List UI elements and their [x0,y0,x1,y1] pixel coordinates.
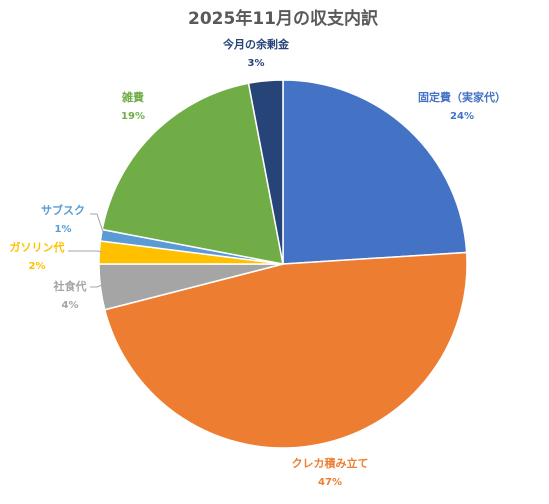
leader-lines [68,213,104,288]
slice-label-6: 今月の余剰金 [222,37,290,51]
pie-slices [98,79,468,449]
slice-label-3: ガソリン代 [10,240,65,254]
slice-label-5: 雑費 [121,90,144,104]
slice-value-1: 47% [318,477,342,488]
slice-value-4: 1% [55,224,72,235]
slice-labels: 固定費（実家代） 24% クレカ積み立て 47% 社食代 4% ガソリン代 2% サブスク 1% 雑… [10,37,507,488]
slice-value-5: 19% [121,111,145,122]
chart-title: 2025年11月の収支内訳 [188,8,379,29]
pie-slice-0 [282,79,468,265]
slice-label-1: クレカ積み立て [292,456,369,470]
slice-value-2: 4% [62,300,79,311]
pie-slice-6 [247,79,284,265]
leader-line-3 [68,250,103,253]
slice-value-6: 3% [248,58,265,69]
pie-slice-1 [103,251,468,449]
leader-line-4 [90,213,104,233]
slice-label-2: 社食代 [53,279,87,293]
slice-value-0: 24% [450,111,474,122]
slice-label-0: 固定費（実家代） [418,90,506,104]
pie-slice-5 [101,82,284,265]
slice-label-4: サブスク [41,203,85,217]
slice-value-3: 2% [29,261,46,272]
leader-line-2 [90,284,103,288]
